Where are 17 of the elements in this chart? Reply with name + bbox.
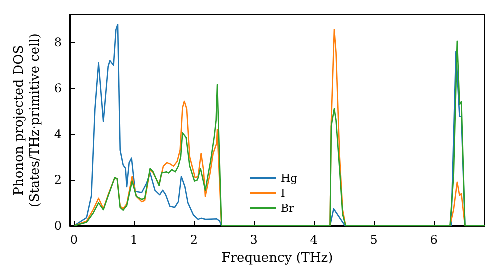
y-tick-label: 4 xyxy=(54,127,62,142)
y-tick-label: 2 xyxy=(54,173,62,188)
x-tick-label: 0 xyxy=(70,233,78,247)
legend-label: I xyxy=(281,187,286,200)
legend-label: Br xyxy=(281,202,296,215)
y-tick-label: 0 xyxy=(54,219,62,233)
x-tick-label: 3 xyxy=(250,233,258,247)
y-tick-label: 8 xyxy=(54,36,62,50)
legend-label: Hg xyxy=(281,172,298,185)
x-tick-label: 5 xyxy=(370,233,378,247)
x-tick-label: 6 xyxy=(430,233,438,247)
x-tick-label: 4 xyxy=(310,233,318,247)
y-tick-label: 6 xyxy=(54,81,62,96)
x-tick-label: 1 xyxy=(130,233,138,247)
x-tick-label: 2 xyxy=(190,233,198,247)
y-axis-title: Phonon projected DOS (States/THz·primitive cell) xyxy=(12,33,43,208)
x-axis-title: Frequency (THz) xyxy=(222,251,334,266)
